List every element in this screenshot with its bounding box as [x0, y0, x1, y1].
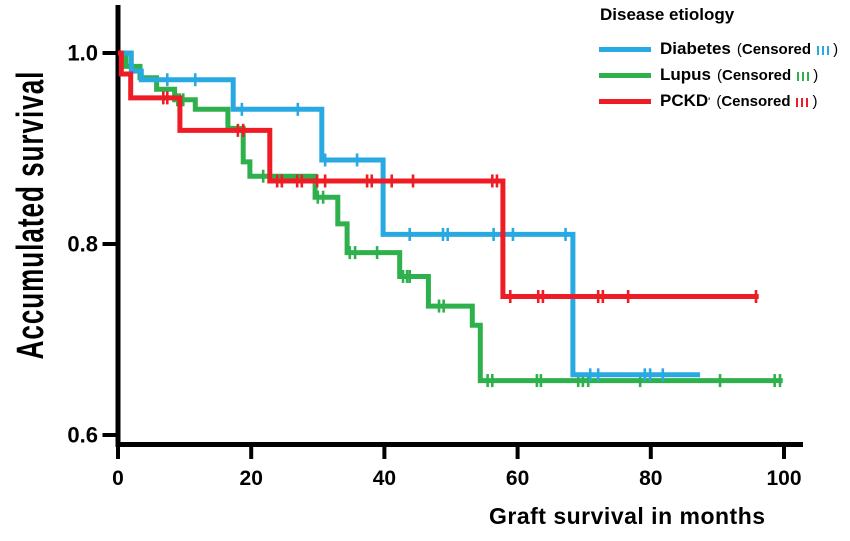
censor-ticks-icon: [795, 93, 810, 110]
censor-ticks-icon: [795, 67, 810, 84]
legend-label-mark: ': [708, 96, 711, 106]
legend-label-pckd: PCKD: [660, 91, 709, 110]
legend-censored-note: (Censored): [716, 92, 818, 110]
legend-item-lupus: Lupus (Censored): [599, 62, 838, 88]
x-axis-title: Graft survival in months: [489, 503, 766, 529]
legend: Disease etiology Diabetes (Censored) Lup…: [599, 5, 838, 114]
legend-label-diabetes: Diabetes: [660, 39, 731, 58]
x-tick-label: 20: [240, 467, 263, 490]
legend-label-lupus: Lupus: [660, 65, 711, 84]
x-tick-label: 40: [373, 467, 396, 490]
y-axis-title: Accumulated survival: [8, 70, 52, 360]
y-tick-label: 1.0: [67, 41, 98, 66]
legend-line-swatch-pckd: [599, 98, 651, 104]
legend-line-swatch-lupus: [599, 72, 651, 78]
legend-item-pckd: PCKD ' (Censored): [599, 88, 838, 114]
x-tick-label: 60: [506, 467, 529, 490]
y-tick-label: 0.6: [67, 423, 98, 448]
legend-item-diabetes: Diabetes (Censored): [599, 36, 838, 62]
legend-censored-note: (Censored): [717, 66, 819, 84]
y-tick-label: 0.8: [67, 232, 98, 257]
censor-ticks-icon: [815, 41, 830, 58]
x-tick-label: 0: [112, 467, 124, 490]
x-tick-label: 80: [639, 467, 662, 490]
legend-title: Disease etiology: [600, 5, 735, 24]
x-tick-label: 100: [766, 467, 801, 490]
legend-line-swatch-diabetes: [599, 46, 651, 52]
survival-curve-diabetes: [118, 50, 701, 378]
survival-curve-pckd: [118, 50, 759, 299]
legend-censored-note: (Censored): [736, 40, 839, 58]
